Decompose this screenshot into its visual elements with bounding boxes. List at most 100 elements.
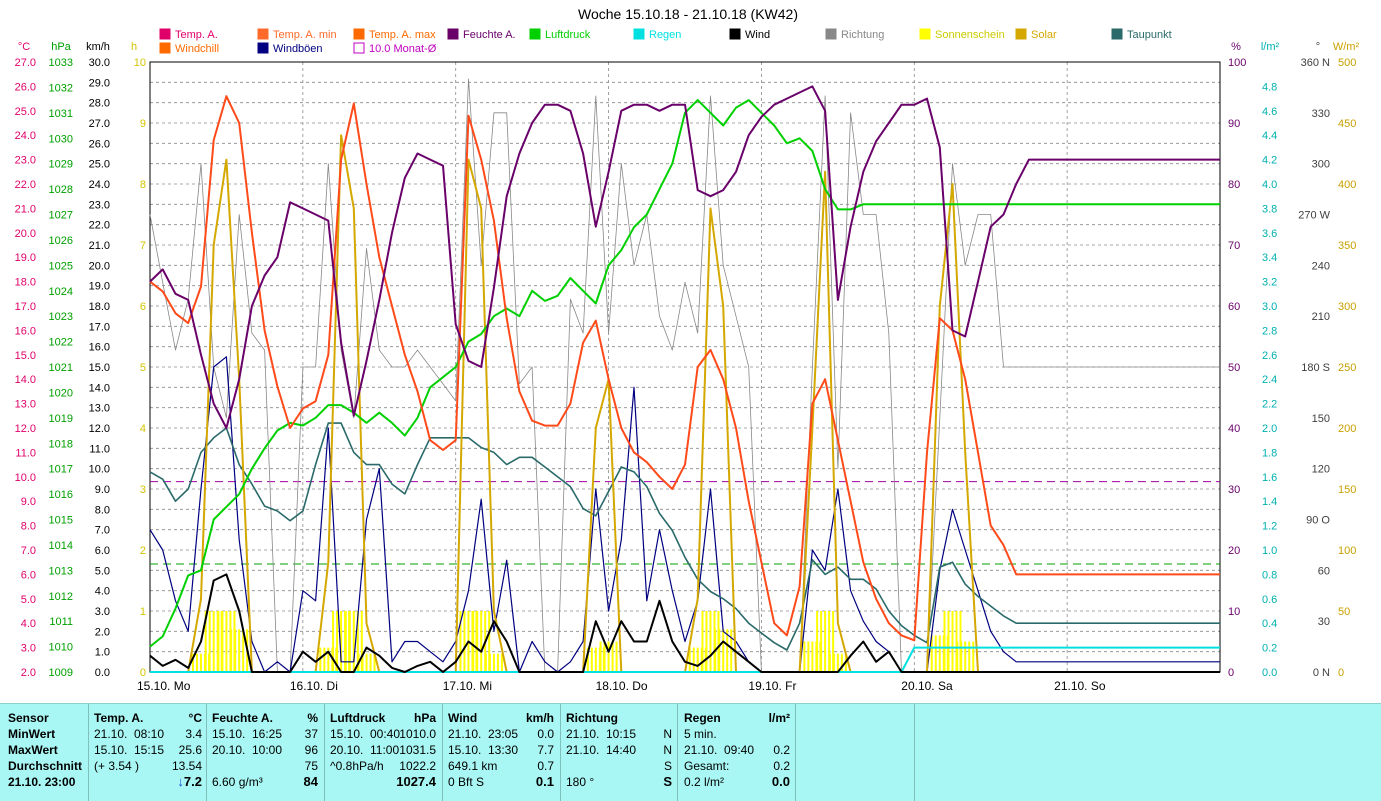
- tick-label-direction_deg: 360 N: [1301, 57, 1330, 69]
- tick-label-rain_lm2: 2.2: [1262, 399, 1277, 411]
- legend-label: Luftdruck: [545, 29, 591, 41]
- chart-title: Woche 15.10.18 - 21.10.18 (KW42): [578, 6, 798, 22]
- tick-label-temp_c: 4.0: [21, 618, 36, 630]
- humidity-absolute: 6.60 g/m³: [212, 775, 263, 789]
- tick-label-temp_c: 22.0: [15, 179, 36, 191]
- tick-label-pressure_hpa: 1009: [49, 667, 73, 679]
- tick-label-sun_h: 5: [140, 362, 146, 374]
- tick-label-rain_lm2: 1.8: [1262, 447, 1277, 459]
- rain-total-label: Gesamt:: [684, 759, 730, 773]
- legend-swatch: [825, 28, 837, 40]
- statistics-panel: Sensor MinWert MaxWert Durchschnitt 21.1…: [0, 703, 1381, 801]
- tick-label-pressure_hpa: 1025: [49, 260, 73, 272]
- tick-label-sun_h: 8: [140, 179, 146, 191]
- x-day-label: 20.10. Sa: [901, 679, 953, 693]
- legend-label: Windböen: [273, 43, 323, 55]
- column-divider: [560, 704, 561, 801]
- pressure-trend: ^0.8hPa/h: [330, 759, 384, 773]
- humidity-max-time: 10:00: [252, 743, 283, 757]
- tick-label-wind_kmh: 14.0: [89, 382, 110, 394]
- tick-label-pressure_hpa: 1032: [49, 82, 73, 94]
- legend-swatch: [447, 28, 459, 40]
- tick-label-wind_kmh: 6.0: [95, 545, 110, 557]
- series-line-regen: [150, 646, 1220, 673]
- tick-label-wind_kmh: 21.0: [89, 240, 110, 252]
- series-lines: [149, 78, 1220, 673]
- avg-row-label: Durchschnitt: [8, 759, 83, 773]
- sensor-column: Sensor MinWert MaxWert Durchschnitt 21.1…: [8, 710, 88, 790]
- tick-label-temp_c: 16.0: [15, 325, 36, 337]
- tick-label-humidity_pct: 0: [1228, 667, 1234, 679]
- legend-label: Regen: [649, 29, 681, 41]
- legend-label: Temp. A. min: [273, 29, 337, 41]
- tick-label-wind_kmh: 17.0: [89, 321, 110, 333]
- tick-label-rain_lm2: 2.4: [1262, 374, 1277, 386]
- tick-label-wind_kmh: 5.0: [95, 565, 110, 577]
- tick-label-pressure_hpa: 1013: [49, 565, 73, 577]
- temp-max-time: 15:15: [134, 743, 165, 757]
- tick-label-direction_deg: 330: [1312, 108, 1330, 120]
- axis-unit-temp_c: °C: [18, 41, 30, 53]
- tick-label-wind_kmh: 15.0: [89, 362, 110, 374]
- legend: Temp. A. Temp. A. min Temp. A. max Feuchte …: [159, 28, 1172, 55]
- tick-label-humidity_pct: 40: [1228, 423, 1240, 435]
- tick-label-rain_lm2: 3.4: [1262, 252, 1277, 264]
- column-divider: [442, 704, 443, 801]
- temp-unit: °C: [188, 711, 202, 725]
- tick-label-rain_lm2: 0.8: [1262, 569, 1277, 581]
- direction-min-value: N: [663, 727, 672, 741]
- temp-avg-value: 13.54: [171, 759, 202, 773]
- pressure-unit: hPa: [413, 711, 436, 725]
- tick-label-temp_c: 25.0: [15, 106, 36, 118]
- temp-header: Temp. A.: [94, 711, 144, 725]
- humidity-min-date: 15.10.: [212, 727, 246, 741]
- column-divider: [795, 704, 796, 801]
- temp-column: Temp. A. °C 21.10. 08:10 3.4 15.10. 15:15 25.…: [94, 710, 202, 790]
- rain-sum-note: 0.2 l/m²: [684, 775, 725, 789]
- legend-swatch: [1111, 28, 1123, 40]
- tick-label-pressure_hpa: 1018: [49, 438, 73, 450]
- tick-label-pressure_hpa: 1011: [49, 616, 73, 628]
- wind-column: Wind km/h 21.10. 23:05 0.0 15.10. 13:30 7.7 6…: [448, 710, 554, 790]
- legend-swatch: [159, 42, 171, 54]
- tick-label-rain_lm2: 2.8: [1262, 325, 1277, 337]
- pressure-avg-value: 1022.2: [399, 759, 436, 773]
- direction-degrees: 180 °: [566, 775, 595, 789]
- reference-lines: [150, 481, 1220, 565]
- tick-label-temp_c: 2.0: [21, 667, 36, 679]
- tick-label-humidity_pct: 80: [1228, 179, 1240, 191]
- tick-label-pressure_hpa: 1031: [49, 108, 73, 120]
- legend-swatch: [159, 28, 171, 40]
- series-line-windb-en: [149, 356, 1220, 673]
- axis-unit-humidity_pct: %: [1231, 41, 1241, 53]
- tick-label-direction_deg: 210: [1312, 311, 1330, 323]
- tick-label-solar_wm2: 400: [1338, 179, 1356, 191]
- tick-label-wind_kmh: 18.0: [89, 301, 110, 313]
- column-divider: [88, 704, 89, 801]
- tick-label-rain_lm2: 4.4: [1262, 130, 1277, 142]
- pressure-min-value: 1010.0: [399, 727, 436, 741]
- axis-unit-rain_lm2: l/m²: [1261, 41, 1280, 53]
- column-divider: [677, 704, 678, 801]
- legend-swatch: [353, 42, 365, 54]
- series-line-taupunkt: [149, 422, 1220, 651]
- pressure-current-value: 1027.4: [396, 774, 436, 789]
- tick-label-temp_c: 15.0: [15, 350, 36, 362]
- wind-unit: km/h: [525, 711, 554, 725]
- tick-label-sun_h: 0: [140, 667, 146, 679]
- series-line-temp-a-: [149, 95, 1220, 642]
- direction-max-time: 14:40: [606, 743, 637, 757]
- wind-max-time: 13:30: [488, 743, 519, 757]
- tick-label-direction_deg: 150: [1312, 413, 1330, 425]
- tick-label-temp_c: 17.0: [15, 301, 36, 313]
- tick-label-rain_lm2: 1.6: [1262, 472, 1277, 484]
- series-line-richtung: [149, 78, 1220, 673]
- humidity-max-date: 20.10.: [212, 743, 246, 757]
- axis-unit-direction_deg: °: [1316, 41, 1320, 53]
- tick-label-wind_kmh: 25.0: [89, 159, 110, 171]
- tick-label-wind_kmh: 10.0: [89, 464, 110, 476]
- min-row-label: MinWert: [8, 727, 56, 741]
- legend-label: Wind: [745, 29, 770, 41]
- direction-min-date: 21.10.: [566, 727, 600, 741]
- legend-label: Richtung: [841, 29, 884, 41]
